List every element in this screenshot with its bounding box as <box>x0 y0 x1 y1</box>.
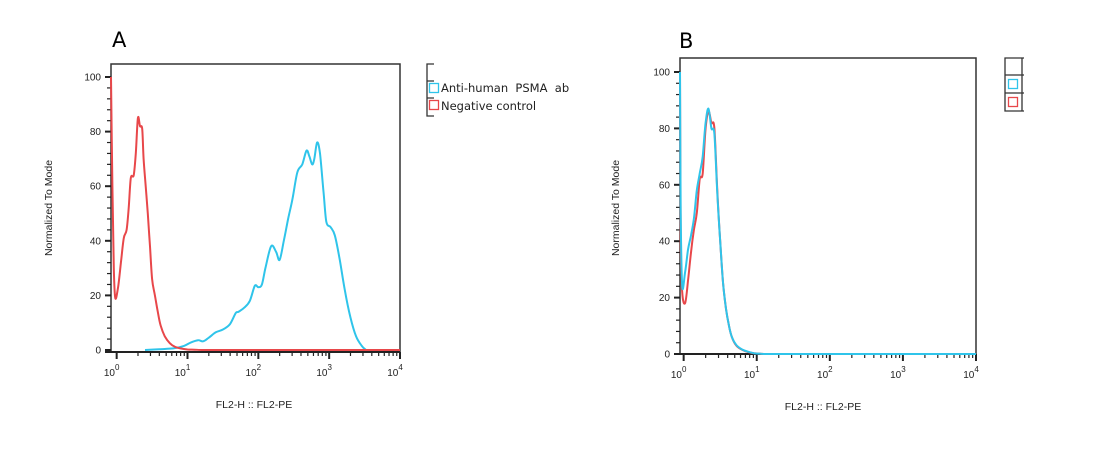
panel-a-x-axis-label: FL2-H :: FL2-PE <box>216 399 292 411</box>
panel-a-frame <box>110 63 401 353</box>
y-tick-label: 0 <box>95 346 101 357</box>
x-tick-label: 103 <box>890 365 906 381</box>
x-tick-exp: 1 <box>186 363 191 372</box>
panel-a-curves <box>110 76 400 351</box>
x-tick-label: 101 <box>175 363 191 379</box>
x-tick-exp: 4 <box>974 365 979 374</box>
legend-label-negative-control: Negative control <box>441 99 536 113</box>
x-tick-label: 102 <box>817 365 833 381</box>
panel-a-y-axis-label: Normalized To Mode <box>43 160 55 256</box>
x-tick-label: 100 <box>104 363 120 379</box>
panel-b-y-axis-label: Normalized To Mode <box>610 160 622 256</box>
series-line-negative-control <box>110 76 400 351</box>
x-tick-exp: 3 <box>901 365 906 374</box>
legend-bracket <box>426 63 434 117</box>
x-tick-exp: 4 <box>398 363 403 372</box>
legend-swatch-negative-control <box>1007 96 1019 108</box>
y-tick-label: 40 <box>659 237 671 248</box>
series-line-anti-human-psma-ab <box>144 141 400 351</box>
x-tick-exp: 1 <box>755 365 760 374</box>
y-tick-label: 20 <box>90 291 102 302</box>
y-tick-label: 60 <box>90 182 102 193</box>
legend-swatch-anti-psma <box>1007 78 1019 90</box>
y-tick-label: 100 <box>84 73 101 84</box>
x-tick-label: 104 <box>963 365 979 381</box>
y-tick-label: 80 <box>90 127 102 138</box>
legend-bracket <box>1004 57 1024 112</box>
legend-swatch-anti-psma <box>428 82 440 94</box>
panel-a-letter: A <box>112 28 127 52</box>
x-tick-label: 103 <box>316 363 332 379</box>
y-tick-label: 80 <box>659 124 671 135</box>
panel-b-x-axis-label: FL2-H :: FL2-PE <box>785 401 861 413</box>
y-tick-label: 0 <box>664 350 670 361</box>
x-tick-base: 10 <box>316 368 328 379</box>
x-tick-exp: 0 <box>682 365 687 374</box>
x-tick-base: 10 <box>671 370 683 381</box>
x-tick-exp: 2 <box>828 365 833 374</box>
panel-b-legend <box>1004 57 1024 112</box>
x-tick-base: 10 <box>744 370 756 381</box>
series-line-anti-human-psma-ab <box>679 71 976 355</box>
x-tick-exp: 2 <box>257 363 262 372</box>
panel-b-curves <box>679 71 976 355</box>
panel-b-y-axis: 0 20 40 60 80 100 <box>653 68 680 361</box>
x-tick-exp: 3 <box>328 363 333 372</box>
x-tick-base: 10 <box>890 370 902 381</box>
y-tick-label: 20 <box>659 293 671 304</box>
x-tick-label: 102 <box>246 363 262 379</box>
panel-a-y-axis: 0 20 40 60 80 100 <box>84 73 111 357</box>
panel-a-legend: Anti-human PSMA ab Negative control <box>426 63 569 117</box>
x-tick-base: 10 <box>387 368 399 379</box>
x-tick-label: 100 <box>671 365 687 381</box>
x-tick-exp: 0 <box>115 363 120 372</box>
panel-b-letter: B <box>679 29 693 53</box>
y-tick-label: 40 <box>90 236 102 247</box>
y-tick-label: 100 <box>653 68 670 79</box>
series-line-negative-control <box>679 71 976 355</box>
x-tick-label: 104 <box>387 363 403 379</box>
legend-label-anti-psma: Anti-human PSMA ab <box>441 81 569 95</box>
x-tick-base: 10 <box>175 368 187 379</box>
legend-swatch-negative-control <box>428 99 440 111</box>
x-tick-label: 101 <box>744 365 760 381</box>
x-tick-base: 10 <box>963 370 975 381</box>
x-tick-base: 10 <box>246 368 258 379</box>
y-tick-label: 60 <box>659 180 671 191</box>
panel-b-frame <box>679 57 977 355</box>
x-tick-base: 10 <box>104 368 116 379</box>
x-tick-base: 10 <box>817 370 829 381</box>
